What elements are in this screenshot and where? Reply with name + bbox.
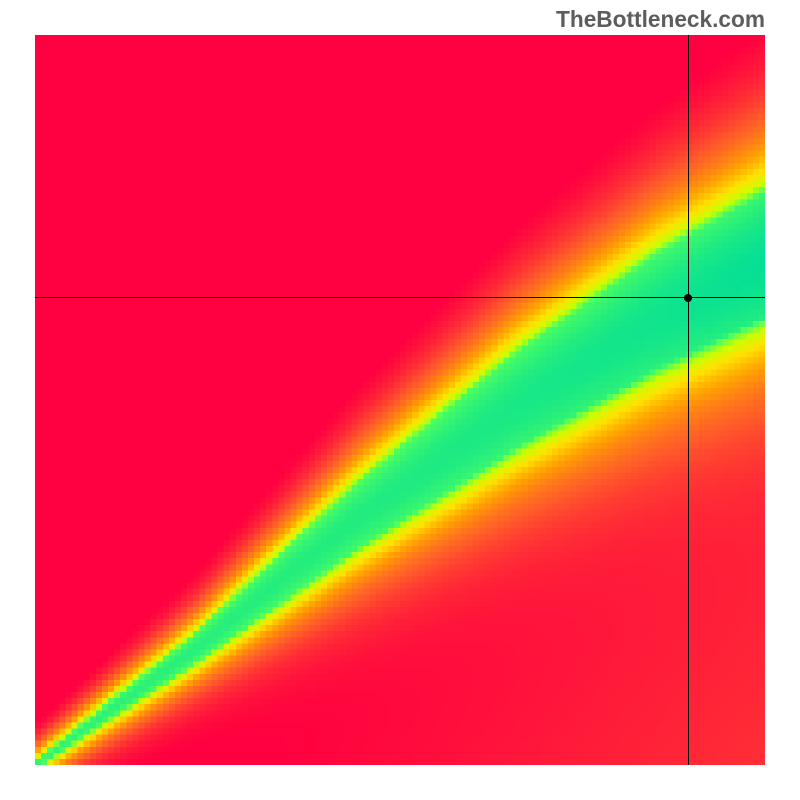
- crosshair-horizontal: [35, 297, 765, 298]
- crosshair-vertical: [688, 35, 689, 765]
- heatmap-grid: [35, 35, 765, 765]
- chart-container: TheBottleneck.com: [0, 0, 800, 800]
- watermark-label: TheBottleneck.com: [556, 6, 765, 33]
